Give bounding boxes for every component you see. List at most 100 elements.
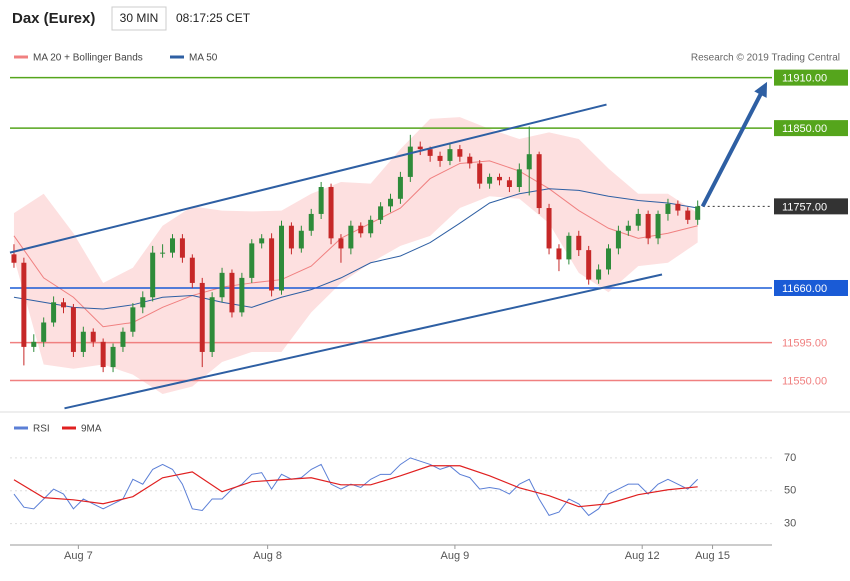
candle-body xyxy=(21,262,27,347)
x-tick-label: Aug 8 xyxy=(253,550,282,562)
level-label: 11850.00 xyxy=(782,123,827,135)
candle-body xyxy=(606,248,612,270)
y-tick-label: 30 xyxy=(784,518,796,530)
candle-body xyxy=(318,187,324,214)
candle-body xyxy=(259,238,265,244)
candle-body xyxy=(229,272,235,313)
candle-body xyxy=(625,225,631,231)
level-label: 11550.00 xyxy=(782,375,827,387)
candle-body xyxy=(417,146,423,150)
candle-body xyxy=(635,213,641,226)
candle-body xyxy=(110,346,116,368)
candle-body xyxy=(51,302,57,323)
candle-body xyxy=(447,149,453,161)
candle-body xyxy=(556,248,562,260)
candle-body xyxy=(61,302,67,308)
forecast-arrowhead xyxy=(754,81,768,98)
copyright: Research © 2019 Trading Central xyxy=(691,53,840,64)
candle-body xyxy=(338,238,344,249)
ma50-line xyxy=(13,188,698,310)
candle-body xyxy=(497,176,503,181)
forecast-arrow xyxy=(700,89,765,208)
candle-body xyxy=(427,149,433,156)
candle-body xyxy=(536,154,542,209)
candle-body xyxy=(675,203,681,211)
candle-body xyxy=(457,149,463,157)
bollinger-middle xyxy=(13,160,698,328)
candle-body xyxy=(298,230,304,249)
level-label-box xyxy=(774,279,848,296)
candle-body xyxy=(150,252,156,298)
candle-body xyxy=(546,208,552,249)
x-tick-label: Aug 15 xyxy=(695,550,730,562)
candle-body xyxy=(645,213,651,239)
x-tick-label: Aug 9 xyxy=(441,550,470,562)
interval-box[interactable] xyxy=(111,6,167,31)
candle-body xyxy=(269,238,275,291)
candle-body xyxy=(160,252,166,254)
candle-body xyxy=(437,155,443,161)
trend-line xyxy=(64,273,663,410)
candle-body xyxy=(80,331,86,352)
candle-body xyxy=(596,269,602,280)
instrument-title: Dax (Eurex) xyxy=(12,10,95,27)
candle-body xyxy=(328,187,334,239)
candle-body xyxy=(576,235,582,251)
candle-body xyxy=(397,176,403,199)
candle-body xyxy=(120,331,126,347)
rsi-ma-line xyxy=(13,465,698,508)
trend-line xyxy=(9,103,607,254)
candle-body xyxy=(615,230,621,249)
rsi-line xyxy=(13,457,699,517)
candle-body xyxy=(199,282,205,352)
level-label: 11910.00 xyxy=(782,73,827,85)
candle-body xyxy=(586,250,592,280)
legend-label: MA 50 xyxy=(189,53,218,64)
interval[interactable]: 30 MIN xyxy=(120,11,159,25)
candle-body xyxy=(378,206,384,220)
candle-body xyxy=(348,225,354,249)
candle-body xyxy=(189,257,195,283)
candle-body xyxy=(249,243,255,278)
bollinger-band xyxy=(13,117,698,395)
candle-body xyxy=(506,180,512,188)
x-tick-label: Aug 12 xyxy=(625,550,660,562)
candle-body xyxy=(358,225,364,234)
candle-body xyxy=(407,146,413,177)
candle-body xyxy=(31,341,37,347)
candle-body xyxy=(388,198,394,207)
candle-body xyxy=(685,210,691,220)
candle-body xyxy=(130,307,136,332)
candle-body xyxy=(239,277,245,313)
legend-label: MA 20 + Bollinger Bands xyxy=(33,53,143,64)
level-label: 11660.00 xyxy=(782,283,827,295)
candle-body xyxy=(279,225,285,291)
candle-body xyxy=(695,206,701,220)
level-label-box xyxy=(774,120,848,137)
candle-body xyxy=(467,156,473,164)
candle-body xyxy=(70,307,76,352)
candle-body xyxy=(140,297,146,308)
time: 08:17:25 CET xyxy=(176,11,251,25)
x-tick-label: Aug 7 xyxy=(64,550,93,562)
level-label-box xyxy=(774,69,848,86)
y-tick-label: 70 xyxy=(784,452,796,464)
candle-body xyxy=(288,225,294,249)
candle-body xyxy=(41,322,47,342)
candle-body xyxy=(526,154,532,170)
candle-body xyxy=(219,272,225,298)
candle-body xyxy=(655,213,661,239)
candle-body xyxy=(90,331,96,342)
level-label-box xyxy=(774,198,848,215)
candle-body xyxy=(665,203,671,214)
legend-label: RSI xyxy=(33,424,50,435)
candle-body xyxy=(100,341,106,368)
level-label: 11595.00 xyxy=(782,338,827,350)
candle-body xyxy=(566,235,572,260)
candle-body xyxy=(487,176,493,184)
legend-label: 9MA xyxy=(81,424,102,435)
level-label: 11757.00 xyxy=(782,201,827,213)
candle-body xyxy=(209,297,215,352)
candle-body xyxy=(170,238,176,253)
